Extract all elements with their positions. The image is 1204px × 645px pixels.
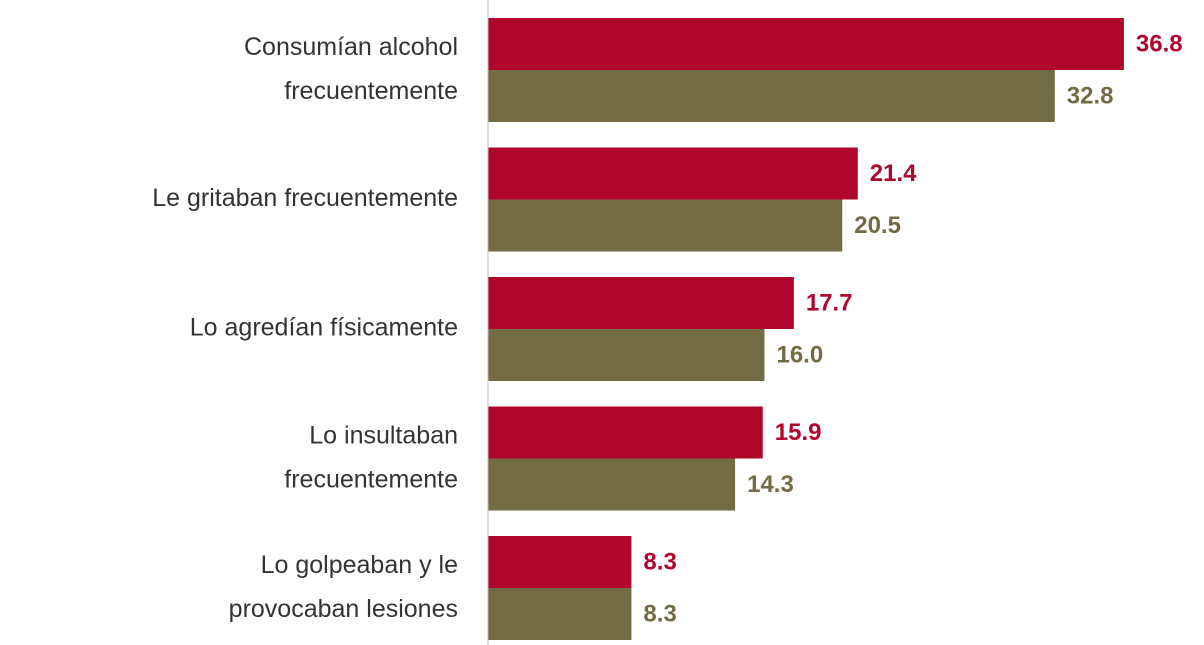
value-label: 8.3 [643,600,676,627]
bar [488,329,765,381]
category-label: Lo insultaban frecuentemente [284,421,458,493]
bar [488,277,794,329]
value-label: 36.8 [1136,30,1183,57]
bar [488,536,632,588]
bar [488,70,1055,122]
bar [488,588,632,640]
category-label: Lo agredían físicamente [190,314,458,342]
value-label: 17.7 [806,289,853,316]
value-label: 32.8 [1067,82,1114,109]
bar [488,147,858,200]
value-label: 21.4 [870,160,917,187]
value-label: 15.9 [775,419,822,446]
value-label: 20.5 [854,212,901,239]
bar [488,458,736,511]
bar [488,18,1124,70]
value-label: 8.3 [643,548,676,575]
category-label: Lo golpeaban y le provocaban lesiones [229,551,458,623]
bar [488,199,843,252]
category-label: Consumían alcohol frecuentemente [244,33,458,105]
value-label: 16.0 [776,341,823,368]
bar [488,406,763,459]
value-label: 14.3 [747,471,794,498]
category-label: Le gritaban frecuentemente [152,184,458,212]
